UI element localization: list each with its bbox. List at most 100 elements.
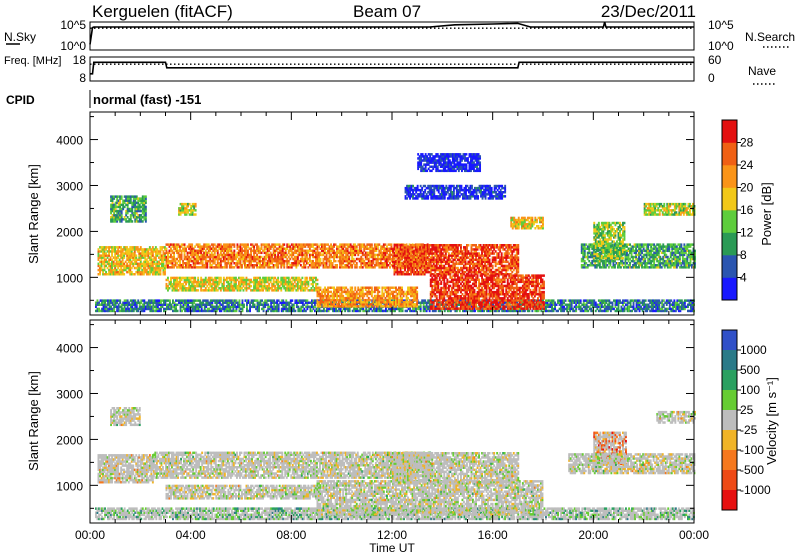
power-cell bbox=[354, 287, 356, 289]
power-cell bbox=[193, 248, 195, 250]
power-cell bbox=[420, 306, 422, 308]
power-cell bbox=[243, 304, 245, 306]
power-cell bbox=[294, 281, 296, 283]
power-cell bbox=[194, 287, 196, 289]
power-cell bbox=[206, 254, 208, 256]
power-cell bbox=[136, 218, 138, 220]
power-cell bbox=[320, 260, 322, 262]
power-cell bbox=[619, 299, 621, 301]
power-cell bbox=[357, 287, 359, 289]
power-cell bbox=[249, 308, 251, 310]
power-cell bbox=[258, 245, 260, 247]
power-cell bbox=[200, 287, 202, 289]
power-cell bbox=[253, 266, 255, 268]
power-cell bbox=[341, 289, 343, 291]
power-cell bbox=[135, 254, 137, 256]
power-cell bbox=[217, 250, 219, 252]
power-cell bbox=[268, 283, 270, 285]
power-cell bbox=[280, 266, 282, 268]
power-cell bbox=[357, 254, 359, 256]
power-cell bbox=[113, 308, 115, 310]
power-cell bbox=[177, 310, 179, 312]
power-cell bbox=[306, 277, 308, 279]
power-cell bbox=[330, 254, 332, 256]
power-cell bbox=[687, 306, 689, 308]
power-cell bbox=[302, 306, 304, 308]
power-cell bbox=[377, 248, 379, 250]
power-cell bbox=[348, 301, 350, 303]
power-cell bbox=[371, 243, 373, 245]
power-cell bbox=[335, 301, 337, 303]
power-cell bbox=[270, 248, 272, 250]
power-cell bbox=[220, 281, 222, 283]
noise-right-tick-bottom: 10^0 bbox=[708, 39, 734, 53]
power-cell bbox=[127, 206, 129, 208]
power-cell bbox=[264, 306, 266, 308]
power-cell bbox=[317, 283, 319, 285]
power-cell bbox=[123, 273, 125, 275]
power-cell bbox=[618, 306, 620, 308]
power-cell bbox=[633, 302, 635, 304]
power-cell bbox=[185, 248, 187, 250]
power-cell bbox=[249, 266, 251, 268]
power-cell bbox=[330, 260, 332, 262]
power-cell bbox=[326, 262, 328, 264]
power-cell bbox=[342, 254, 344, 256]
power-cell bbox=[121, 212, 123, 214]
noise-series-0 bbox=[90, 22, 694, 44]
power-cell bbox=[356, 295, 358, 297]
power-cell bbox=[220, 277, 222, 279]
power-cell bbox=[347, 254, 349, 256]
power-cell bbox=[119, 259, 121, 261]
power-cell bbox=[250, 254, 252, 256]
power-cell bbox=[354, 289, 356, 291]
power-cell bbox=[280, 289, 282, 291]
power-cell bbox=[317, 279, 319, 281]
power-cell bbox=[110, 306, 112, 308]
power-cell bbox=[111, 252, 113, 254]
power-cell bbox=[270, 252, 272, 254]
power-cell bbox=[327, 289, 329, 291]
power-cell bbox=[351, 266, 353, 268]
power-cell bbox=[207, 299, 209, 301]
freq-left-tick-bottom: 8 bbox=[79, 71, 86, 85]
power-cell bbox=[333, 287, 335, 289]
power-cell bbox=[692, 306, 694, 308]
power-cell bbox=[684, 308, 686, 310]
power-cell bbox=[424, 299, 426, 301]
power-cell bbox=[268, 289, 270, 291]
power-cell bbox=[104, 267, 106, 269]
power-cell bbox=[132, 265, 134, 267]
power-cell bbox=[294, 287, 296, 289]
power-cell bbox=[640, 306, 642, 308]
power-cell bbox=[320, 289, 322, 291]
power-cell bbox=[304, 266, 306, 268]
frequency-panel: Freq. [MHz] 18 8 60 0 Nave bbox=[4, 53, 776, 85]
power-cell bbox=[297, 256, 299, 258]
power-cell bbox=[136, 212, 138, 214]
power-cell bbox=[324, 287, 326, 289]
power-cell bbox=[580, 299, 582, 301]
power-cell bbox=[220, 289, 222, 291]
power-cell bbox=[116, 259, 118, 261]
power-cell bbox=[256, 254, 258, 256]
power-cell bbox=[99, 271, 101, 273]
power-cell bbox=[143, 299, 145, 301]
power-cell bbox=[146, 259, 148, 261]
power-cell bbox=[178, 289, 180, 291]
power-cell bbox=[201, 306, 203, 308]
power-cell bbox=[389, 266, 391, 268]
freq-right-label: Nave bbox=[748, 64, 776, 78]
power-cell bbox=[621, 306, 623, 308]
power-cell bbox=[122, 259, 124, 261]
power-cell bbox=[233, 243, 235, 245]
power-cell bbox=[187, 254, 189, 256]
power-cell bbox=[278, 299, 280, 301]
power-cell bbox=[615, 306, 617, 308]
power-cell bbox=[246, 248, 248, 250]
power-cell bbox=[280, 287, 282, 289]
power-cell bbox=[278, 308, 280, 310]
power-cell bbox=[206, 266, 208, 268]
power-cell bbox=[286, 254, 288, 256]
